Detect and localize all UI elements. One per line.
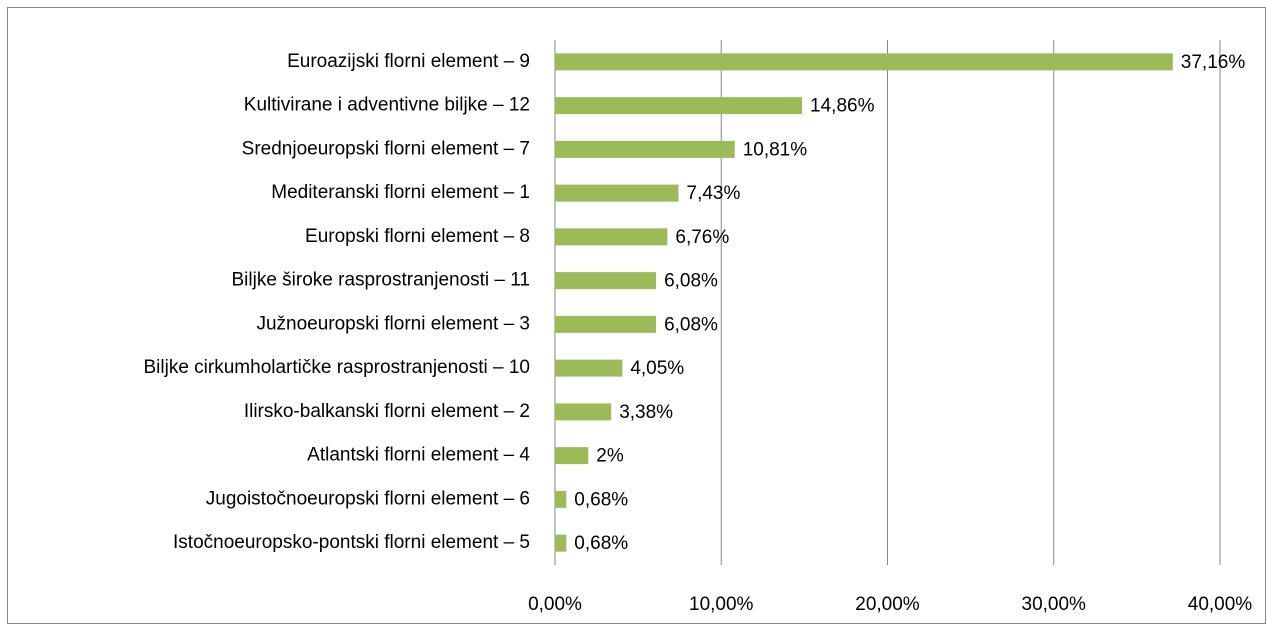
value-label: 6,08% xyxy=(664,271,718,292)
value-label: 4,05% xyxy=(630,358,684,379)
x-tick-label: 20,00% xyxy=(855,594,920,615)
y-tick-label: Istočnoeuropsko-pontski florni element –… xyxy=(173,532,530,553)
value-label: 7,43% xyxy=(687,183,741,204)
value-label: 14,86% xyxy=(810,96,875,117)
y-tick-label: Biljke široke rasprostranjenosti – 11 xyxy=(231,270,530,291)
bar xyxy=(555,403,612,421)
x-tick-label: 0,00% xyxy=(528,594,582,615)
value-label: 3,38% xyxy=(619,402,673,423)
y-tick-label: Mediteranski florni element – 1 xyxy=(271,182,530,203)
x-tick-label: 10,00% xyxy=(689,594,754,615)
y-tick-label: Euroazijski florni element – 9 xyxy=(287,51,530,72)
y-tick-label: Atlantski florni element – 4 xyxy=(307,445,530,466)
bar xyxy=(555,228,668,246)
y-tick-label: Jugoistočnoeuropski florni element – 6 xyxy=(206,488,530,509)
value-label: 0,68% xyxy=(574,533,628,554)
bar xyxy=(555,359,623,377)
value-label: 37,16% xyxy=(1181,52,1246,73)
value-label: 10,81% xyxy=(743,139,808,160)
bar xyxy=(555,140,735,158)
x-tick-label: 30,00% xyxy=(1022,594,1087,615)
bar xyxy=(555,97,803,115)
value-label: 6,08% xyxy=(664,314,718,335)
y-tick-label: Srednjoeuropski florni element – 7 xyxy=(242,138,530,159)
y-tick-label: Ilirsko-balkanski florni element – 2 xyxy=(244,401,530,422)
bar xyxy=(555,184,679,202)
y-tick-label: Europski florni element – 8 xyxy=(305,226,530,247)
y-tick-label: Južnoeuropski florni element – 3 xyxy=(256,313,530,334)
bar xyxy=(555,534,567,552)
x-tick-label: 40,00% xyxy=(1188,594,1253,615)
bar xyxy=(555,53,1173,71)
bar xyxy=(555,272,657,290)
bar xyxy=(555,490,567,508)
value-label: 2% xyxy=(596,446,624,467)
value-label: 6,76% xyxy=(675,227,729,248)
y-tick-label: Kultivirane i adventivne biljke – 12 xyxy=(244,95,530,116)
bar xyxy=(555,447,589,465)
value-label: 0,68% xyxy=(574,489,628,510)
bar xyxy=(555,315,657,333)
y-tick-label: Biljke cirkumholartičke rasprostranjenos… xyxy=(144,357,531,378)
